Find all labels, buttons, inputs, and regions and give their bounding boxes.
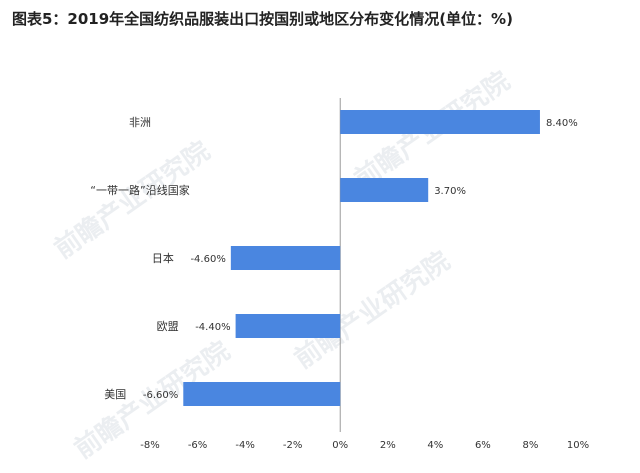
x-tick-label-3: -2%: [283, 440, 302, 451]
x-tick-label-7: 6%: [475, 440, 491, 451]
data-label-3: -4.40%: [195, 322, 230, 333]
category-label-4: 美国: [104, 388, 126, 401]
data-label-1: 3.70%: [434, 186, 466, 197]
data-label-0: 8.40%: [546, 118, 578, 129]
category-label-1: “一带一路”沿线国家: [90, 183, 189, 197]
category-label-3: 欧盟: [157, 320, 179, 333]
x-tick-label-6: 4%: [427, 440, 443, 451]
data-label-2: -4.60%: [190, 254, 225, 265]
bar-2: [230, 246, 341, 270]
bar-1: [340, 178, 429, 202]
category-label-0: 非洲: [129, 116, 151, 129]
x-tick-label-5: 2%: [380, 440, 396, 451]
x-tick-label-4: 0%: [332, 440, 348, 451]
chart-title: 图表5：2019年全国纺织品服装出口按国别或地区分布变化情况(单位：%): [12, 10, 513, 28]
x-tick-label-0: -8%: [140, 440, 159, 451]
bar-3: [235, 314, 341, 338]
x-tick-label-8: 8%: [523, 440, 539, 451]
bar-4: [183, 382, 341, 406]
bar-0: [340, 110, 540, 134]
x-tick-label-1: -6%: [188, 440, 207, 451]
category-label-2: 日本: [152, 251, 174, 265]
x-tick-label-2: -4%: [235, 440, 254, 451]
x-tick-label-9: 10%: [567, 440, 589, 451]
data-label-4: -6.60%: [143, 390, 178, 401]
